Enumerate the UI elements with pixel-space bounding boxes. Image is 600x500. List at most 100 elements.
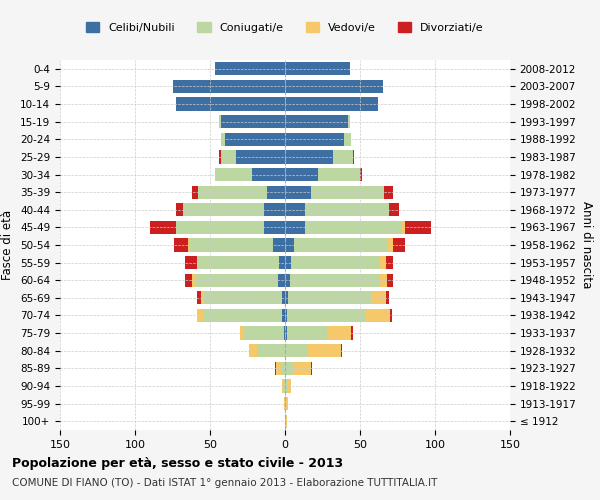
Bar <box>198 256 279 269</box>
Bar <box>288 291 371 304</box>
Bar <box>284 380 285 392</box>
Bar <box>197 309 203 322</box>
Bar <box>204 291 282 304</box>
Bar <box>285 256 291 269</box>
Bar <box>185 274 192 287</box>
Bar <box>353 150 354 164</box>
Bar <box>389 203 399 216</box>
Bar <box>360 168 361 181</box>
Bar <box>405 221 431 234</box>
Bar <box>252 168 285 181</box>
Bar <box>285 362 293 375</box>
Bar <box>285 309 287 322</box>
Bar <box>176 98 285 110</box>
Y-axis label: Anni di nascita: Anni di nascita <box>580 202 593 288</box>
Bar <box>281 362 285 375</box>
Bar <box>219 115 221 128</box>
Bar <box>380 256 386 269</box>
Bar <box>386 256 393 269</box>
Bar <box>279 256 285 269</box>
Bar <box>277 274 285 287</box>
Bar <box>291 256 380 269</box>
Bar <box>235 150 285 164</box>
Bar <box>221 115 285 128</box>
Bar <box>176 203 183 216</box>
Bar <box>219 150 221 164</box>
Bar <box>284 397 285 410</box>
Bar <box>257 344 285 358</box>
Bar <box>285 168 318 181</box>
Bar <box>221 132 225 146</box>
Bar <box>284 326 285 340</box>
Bar <box>285 414 287 428</box>
Bar <box>282 309 285 322</box>
Bar <box>203 309 282 322</box>
Bar <box>285 115 348 128</box>
Bar <box>305 221 402 234</box>
Legend: Celibi/Nubili, Coniugati/e, Vedovi/e, Divorziati/e: Celibi/Nubili, Coniugati/e, Vedovi/e, Di… <box>82 18 488 37</box>
Bar <box>285 291 288 304</box>
Bar <box>287 380 291 392</box>
Bar <box>285 380 287 392</box>
Bar <box>290 274 380 287</box>
Bar <box>183 203 264 216</box>
Bar <box>285 238 294 252</box>
Bar <box>293 362 311 375</box>
Bar <box>285 132 343 146</box>
Bar <box>264 221 285 234</box>
Bar <box>173 80 285 93</box>
Bar <box>380 274 387 287</box>
Bar <box>365 309 390 322</box>
Bar <box>276 362 281 375</box>
Bar <box>318 168 360 181</box>
Bar <box>393 238 405 252</box>
Bar <box>390 309 392 322</box>
Bar <box>327 326 351 340</box>
Bar <box>282 291 285 304</box>
Bar <box>311 186 384 198</box>
Bar <box>285 221 305 234</box>
Bar <box>371 291 386 304</box>
Bar <box>267 186 285 198</box>
Bar <box>287 309 365 322</box>
Bar <box>273 238 285 252</box>
Y-axis label: Fasce di età: Fasce di età <box>1 210 14 280</box>
Bar <box>176 221 264 234</box>
Bar <box>249 344 257 358</box>
Bar <box>150 221 176 234</box>
Bar <box>287 326 327 340</box>
Bar <box>308 344 341 358</box>
Bar <box>240 326 243 340</box>
Bar <box>225 132 285 146</box>
Bar <box>285 397 288 410</box>
Bar <box>197 256 198 269</box>
Bar <box>294 238 387 252</box>
Bar <box>402 221 405 234</box>
Bar <box>221 150 235 164</box>
Bar <box>192 186 198 198</box>
Bar <box>264 203 285 216</box>
Bar <box>189 238 273 252</box>
Bar <box>174 238 187 252</box>
Bar <box>285 98 378 110</box>
Bar <box>384 186 393 198</box>
Bar <box>285 186 311 198</box>
Bar <box>285 203 305 216</box>
Bar <box>215 168 252 181</box>
Bar <box>285 80 383 93</box>
Text: COMUNE DI FIANO (TO) - Dati ISTAT 1° gennaio 2013 - Elaborazione TUTTITALIA.IT: COMUNE DI FIANO (TO) - Dati ISTAT 1° gen… <box>12 478 437 488</box>
Bar <box>387 238 393 252</box>
Bar <box>351 326 353 340</box>
Bar <box>198 186 267 198</box>
Bar <box>343 132 351 146</box>
Bar <box>187 238 189 252</box>
Bar <box>386 291 389 304</box>
Bar <box>285 326 287 340</box>
Bar <box>311 362 312 375</box>
Bar <box>197 291 201 304</box>
Bar <box>285 150 333 164</box>
Bar <box>305 203 389 216</box>
Bar <box>341 344 342 358</box>
Bar <box>243 326 284 340</box>
Bar <box>185 256 197 269</box>
